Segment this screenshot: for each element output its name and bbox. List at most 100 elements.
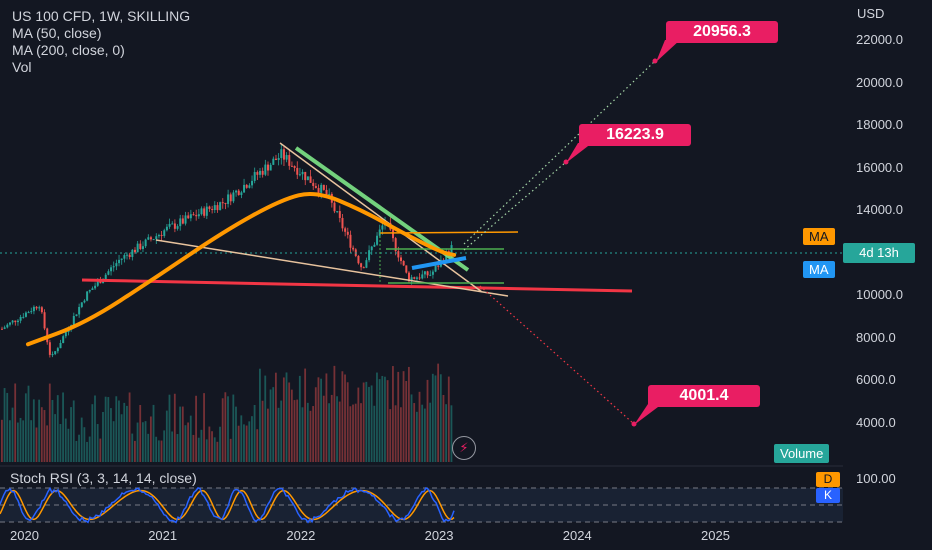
volume-bar [78, 434, 80, 462]
support-line-red[interactable] [81, 278, 633, 293]
volume-bar [163, 430, 166, 462]
candle-body [208, 206, 211, 209]
volume-bar [267, 408, 269, 462]
time-tick: 2021 [148, 528, 178, 543]
volume-bar [62, 392, 64, 462]
volume-bar [232, 394, 235, 462]
candle-body [1, 328, 3, 330]
volume-bar [67, 428, 70, 462]
volume-bar [147, 433, 150, 462]
ma50-price-tag: MA [803, 228, 835, 245]
volume-bar [94, 395, 96, 462]
volume-bar [431, 373, 434, 462]
price-tick: 16000.0 [856, 159, 903, 175]
volume-bar [437, 363, 440, 462]
stoch-rsi-legend[interactable]: Stoch RSI (3, 3, 14, 14, close) [10, 470, 197, 486]
candle-body [136, 243, 139, 253]
volume-bar [354, 403, 357, 462]
candle-body [290, 165, 293, 167]
blue-short-line[interactable] [411, 256, 467, 270]
volume-bar [314, 387, 317, 462]
candle-body [27, 312, 30, 314]
volume-bar [338, 401, 341, 462]
candle-body [149, 237, 152, 240]
candle-body [126, 254, 129, 256]
candle-body [344, 228, 347, 232]
candle-body [418, 277, 421, 279]
volume-bar [344, 374, 346, 462]
volume-bar [229, 438, 232, 462]
volume-bar [123, 402, 126, 462]
volume-bar [59, 424, 62, 462]
candle-body [94, 285, 97, 289]
candle-body [306, 176, 309, 181]
volume-bar [240, 415, 243, 462]
candle-body [317, 187, 320, 193]
candle-body [421, 274, 424, 279]
upper-wedge-line[interactable] [279, 142, 483, 293]
lower-wedge-line[interactable] [155, 239, 509, 297]
candle-body [32, 306, 35, 312]
ma50-legend[interactable]: MA (50, close) [12, 25, 102, 41]
volume-bar [139, 405, 142, 462]
candle-body [22, 316, 25, 318]
volume-bar [394, 405, 397, 462]
candle-body [261, 170, 264, 175]
volume-bar [115, 396, 118, 462]
rsi-tick-100: 100.00 [856, 471, 896, 486]
ma50-line [26, 192, 457, 347]
candle-body [195, 215, 198, 217]
candle-body [216, 205, 219, 211]
volume-bar [405, 380, 408, 462]
candle-body [370, 246, 373, 251]
candle-body [141, 246, 144, 250]
ma200-legend[interactable]: MA (200, close, 0) [12, 42, 125, 58]
price-tick: 18000.0 [856, 117, 903, 133]
volume-bar [35, 427, 38, 462]
volume-bar [426, 379, 429, 462]
candle-body [410, 277, 413, 282]
candle-body [200, 208, 203, 215]
callout-pointer-16223 [566, 143, 592, 163]
volume-bar [309, 410, 312, 462]
volume-bar [413, 403, 416, 462]
candle-body [184, 215, 187, 224]
volume-bar [187, 422, 189, 462]
volume-bar [386, 380, 389, 462]
flash-icon[interactable]: ⚡ [452, 436, 476, 460]
volume-bar [264, 375, 267, 462]
candle-body [400, 257, 402, 261]
volume-bar [176, 434, 179, 462]
volume-bar [56, 395, 59, 462]
candle-body [120, 258, 123, 260]
candle-body [349, 234, 352, 248]
candle-body [322, 184, 325, 190]
volume-bar [248, 421, 251, 462]
volume-bar [320, 378, 322, 462]
price-tick: 10000.0 [856, 287, 903, 303]
candle-body [285, 155, 288, 160]
stoch-d-line [0, 489, 455, 521]
volume-bar [107, 397, 110, 462]
candle-body [293, 166, 296, 168]
candle-body [14, 320, 17, 323]
volume-legend[interactable]: Vol [12, 59, 32, 75]
candle-body [30, 311, 33, 313]
candle-body [237, 190, 240, 195]
candle-body [381, 225, 384, 230]
ma200-price-tag: MA [803, 261, 835, 278]
volume-bar [211, 431, 213, 462]
candle-body [104, 274, 107, 280]
volume-bar [131, 433, 134, 462]
target-callout-20956[interactable]: 20956.3 [666, 21, 778, 43]
volume-bar [213, 437, 216, 462]
target-callout-16223[interactable]: 16223.9 [579, 124, 691, 146]
volume-bar [104, 396, 107, 462]
volume-bar [205, 439, 208, 462]
candle-body [368, 250, 371, 261]
target-callout-4001[interactable]: 4001.4 [648, 385, 760, 407]
candle-body [376, 235, 379, 245]
volume-bar [208, 426, 211, 462]
volume-bar [219, 426, 221, 462]
